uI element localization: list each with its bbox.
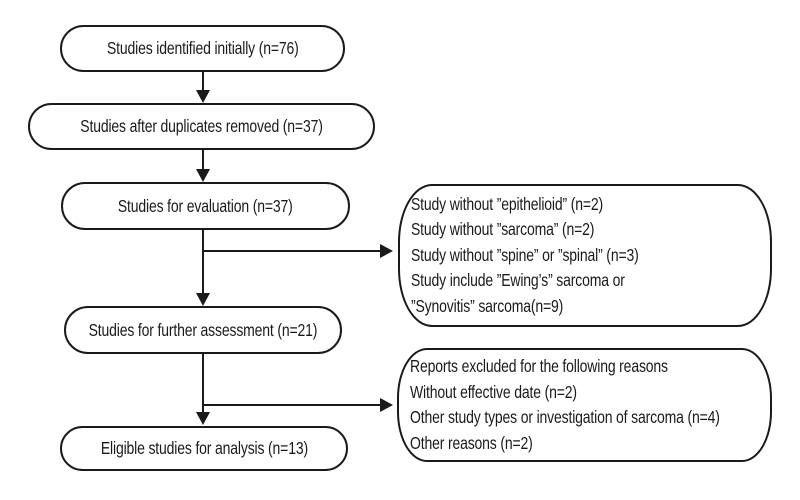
flow-step-identified: Studies identified initially (n=76) <box>60 25 345 72</box>
flow-step-eligible-label: Eligible studies for analysis (n=13) <box>100 438 308 458</box>
flow-step-identified-label: Studies identified initially (n=76) <box>106 38 299 58</box>
arrowhead-down <box>196 90 210 103</box>
connector-evaluation-to-assessment <box>202 229 204 294</box>
exclusion-reason-line: Study include ”Ewing’s” sarcoma or <box>411 270 625 291</box>
flow-step-eligible: Eligible studies for analysis (n=13) <box>60 426 348 471</box>
flow-step-evaluation: Studies for evaluation (n=37) <box>61 182 350 230</box>
arrowhead-down <box>196 412 210 425</box>
exclusion-reason-line: Study without ”epithelioid” (n=2) <box>411 193 603 214</box>
arrowhead-right <box>380 398 393 412</box>
connector-branch-to-assessment-exclusions <box>203 404 381 406</box>
flow-step-evaluation-label: Studies for evaluation (n=37) <box>118 195 293 216</box>
exclusion-reason-line: Other study types or investigation of sa… <box>410 407 720 427</box>
exclusion-reason-line: Without effective date (n=2) <box>410 381 577 402</box>
arrowhead-down <box>196 169 210 182</box>
connector-branch-to-evaluation-exclusions <box>203 250 381 252</box>
flow-step-further-assessment: Studies for further assessment (n=21) <box>64 306 342 354</box>
connector-duplicates-to-evaluation <box>202 149 204 170</box>
exclusion-reason-line: Study without ”spine” or ”spinal” (n=3) <box>411 244 639 265</box>
exclusion-bubble-assessment: Reports excluded for the following reaso… <box>397 348 772 462</box>
exclusion-reason-line: ”Synovitis” sarcoma(n=9) <box>411 295 564 316</box>
exclusion-reason-line: Study without ”sarcoma” (n=2) <box>411 219 595 240</box>
exclusion-bubble-evaluation: Study without ”epithelioid” (n=2) Study … <box>398 184 772 327</box>
flow-step-duplicates-removed: Studies after duplicates removed (n=37) <box>28 103 375 150</box>
connector-assessment-to-eligible <box>202 353 204 413</box>
arrowhead-down <box>196 293 210 306</box>
connector-identified-to-duplicates <box>202 71 204 91</box>
exclusion-reason-line: Other reasons (n=2) <box>410 432 533 453</box>
flow-step-duplicates-removed-label: Studies after duplicates removed (n=37) <box>80 116 323 136</box>
arrowhead-right <box>380 244 393 258</box>
exclusion-reason-line: Reports excluded for the following reaso… <box>410 356 668 376</box>
flow-step-further-assessment-label: Studies for further assessment (n=21) <box>88 319 318 340</box>
